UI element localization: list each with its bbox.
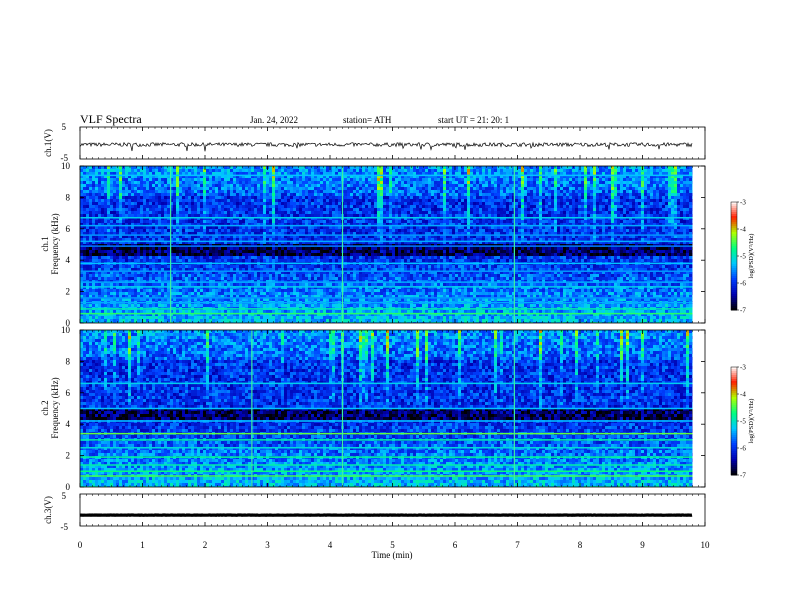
colorbar-tick-label: -7 bbox=[740, 307, 746, 315]
ch2-spectrogram-xticks bbox=[79, 330, 706, 487]
y-tick-label: 8 bbox=[66, 356, 71, 366]
ch2-ylabel-channel: ch.2 bbox=[40, 400, 50, 415]
y-tick-label: 0 bbox=[66, 318, 71, 328]
y-tick-label: 4 bbox=[66, 255, 71, 265]
colorbar-tick-label: -3 bbox=[740, 364, 746, 372]
ch1-ytick-top: 5 bbox=[62, 122, 67, 132]
ch3-ytick-top: 5 bbox=[62, 491, 67, 501]
start-ut-label: start UT = 21: 20: 1 bbox=[438, 115, 509, 125]
colorbar-tick-label: -6 bbox=[740, 445, 746, 453]
colorbar-tick-label: -4 bbox=[740, 226, 746, 234]
ch3-ytick-bottom: -5 bbox=[61, 522, 69, 532]
ch1-ytick-bottom: -5 bbox=[61, 153, 69, 163]
colorbar-label: log(PSD)(V²/Hz) bbox=[748, 399, 755, 444]
colorbar-tick-label: -7 bbox=[740, 472, 746, 480]
y-tick-label: 4 bbox=[66, 419, 71, 429]
ch1-spectrogram-image bbox=[80, 166, 705, 323]
ch2-spectrogram-image bbox=[80, 330, 705, 487]
time-axis-label: Time (min) bbox=[372, 550, 413, 560]
colorbar-tick-label: -5 bbox=[740, 418, 746, 426]
time-tick-label: 3 bbox=[265, 540, 270, 550]
ch2-ylabel-frequency: Frequency (kHz) bbox=[50, 377, 60, 438]
ch3-waveform-xticks bbox=[79, 494, 706, 526]
date-label: Jan. 24, 2022 bbox=[250, 115, 298, 125]
ch1-waveform-xticks bbox=[79, 127, 706, 159]
time-tick-label: 9 bbox=[640, 540, 645, 550]
time-tick-label: 7 bbox=[515, 540, 520, 550]
time-tick-label: 4 bbox=[328, 540, 333, 550]
ch3-waveform-ylabel: ch.3(V) bbox=[43, 496, 53, 524]
y-tick-label: 2 bbox=[66, 287, 71, 297]
time-tick-label: 10 bbox=[701, 540, 711, 550]
colorbar-label: log(PSD)(V²/Hz) bbox=[748, 234, 755, 279]
ch1-spectrogram-panel: 0 2 4 6 8 10 ch.1 Frequency (kHz) bbox=[40, 161, 706, 328]
y-tick-label: 6 bbox=[66, 388, 71, 398]
time-axis-tick-labels: 0 1 2 3 4 5 6 7 8 9 10 bbox=[78, 540, 710, 550]
ch1-waveform-frame bbox=[79, 126, 706, 160]
ch1-spectrogram-xticks bbox=[79, 166, 706, 323]
colorbar-tick-label: -6 bbox=[740, 280, 746, 288]
ch1-colorbar: -3 -4 -5 -6 -7 log(PSD)(V²/Hz) bbox=[730, 199, 755, 315]
time-tick-label: 1 bbox=[140, 540, 145, 550]
ch1-waveform-ylabel: ch.1(V) bbox=[43, 129, 53, 157]
y-tick-label: 10 bbox=[61, 325, 71, 335]
y-tick-label: 2 bbox=[66, 451, 71, 461]
ch1-waveform-panel: 5 -5 ch.1(V) bbox=[43, 122, 706, 163]
ch3-waveform-panel: 5 -5 ch.3(V) bbox=[43, 491, 706, 532]
y-tick-label: 10 bbox=[61, 161, 71, 171]
time-tick-label: 8 bbox=[578, 540, 583, 550]
y-tick-label: 8 bbox=[66, 192, 71, 202]
time-tick-label: 0 bbox=[78, 540, 83, 550]
time-tick-label: 6 bbox=[453, 540, 458, 550]
ch1-ylabel-frequency: Frequency (kHz) bbox=[50, 213, 60, 274]
y-tick-label: 0 bbox=[66, 482, 71, 492]
ch1-spectrogram-yticks: 0 2 4 6 8 10 bbox=[61, 161, 705, 328]
time-tick-label: 2 bbox=[203, 540, 208, 550]
ch1-waveform-line bbox=[79, 141, 693, 152]
colorbar-tick-label: -3 bbox=[740, 199, 746, 207]
colorbar-tick-label: -4 bbox=[740, 391, 746, 399]
ch2-spectrogram-panel: 0 2 4 6 8 10 ch.2 Frequency (kHz) bbox=[40, 325, 706, 492]
y-tick-label: 6 bbox=[66, 224, 71, 234]
figure-title: VLF Spectra bbox=[80, 112, 142, 126]
ch1-ylabel-channel: ch.1 bbox=[40, 236, 50, 251]
ch2-spectrogram-yticks: 0 2 4 6 8 10 bbox=[61, 325, 705, 492]
ch2-colorbar: -3 -4 -5 -6 -7 log(PSD)(V²/Hz) bbox=[730, 364, 755, 480]
station-label: station= ATH bbox=[343, 115, 392, 125]
ch3-waveform-frame bbox=[79, 493, 706, 527]
time-tick-label: 5 bbox=[390, 540, 395, 550]
colorbar-tick-label: -5 bbox=[740, 253, 746, 261]
